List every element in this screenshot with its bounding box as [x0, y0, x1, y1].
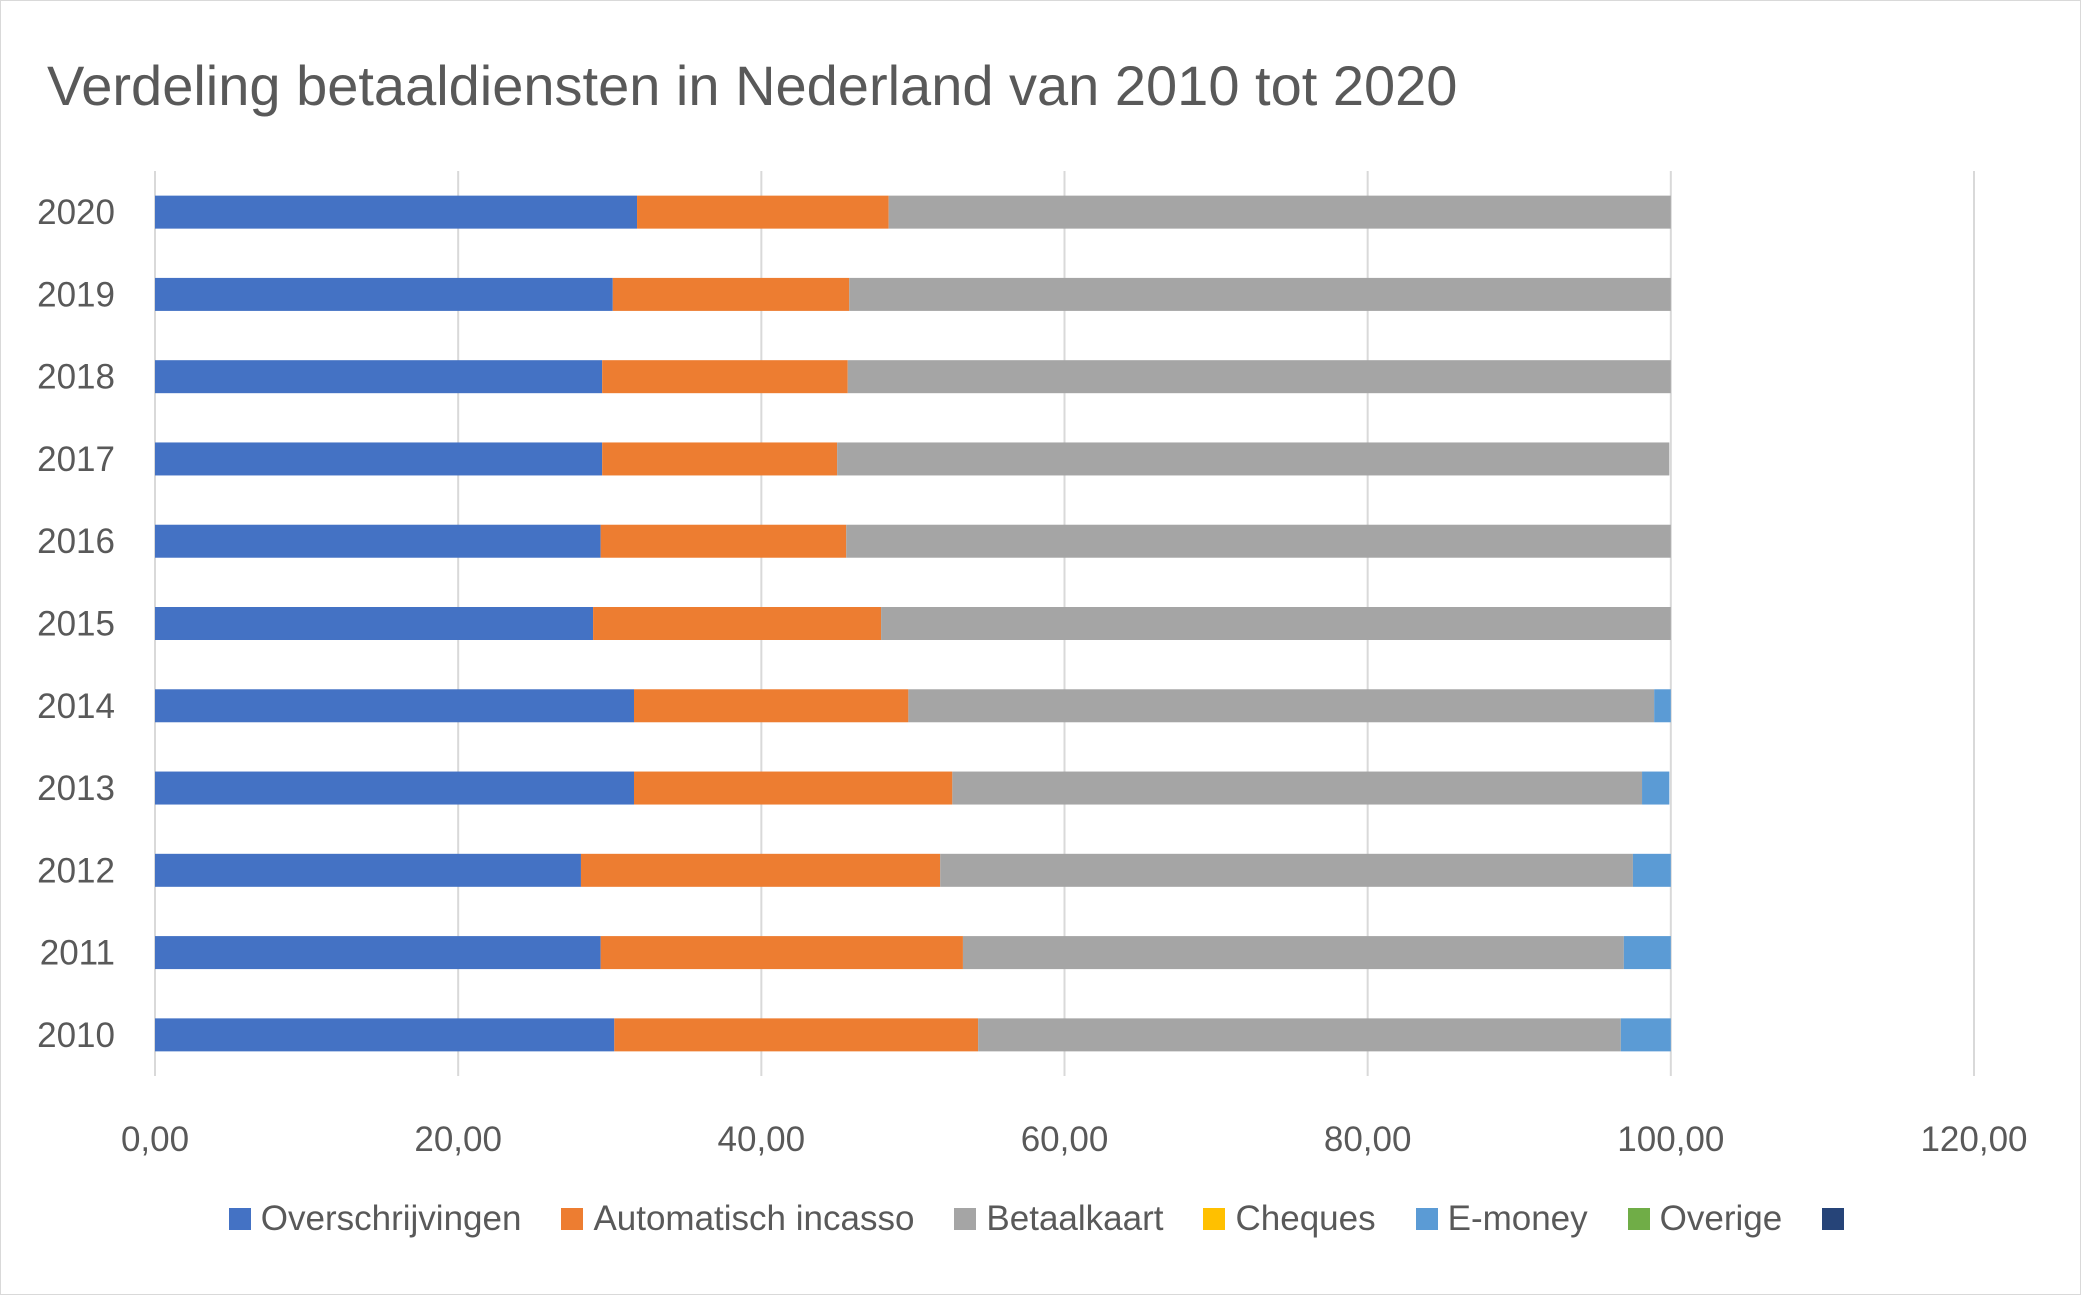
bar-segment — [962, 936, 1624, 970]
bar-segment — [952, 771, 1643, 805]
bar-segment — [1620, 1018, 1671, 1052]
bar-segment — [888, 195, 1671, 229]
legend-label: E-money — [1447, 1199, 1588, 1238]
legend-label: Betaalkaart — [986, 1199, 1164, 1238]
bar-segment — [602, 360, 848, 394]
x-tick-label: 20,00 — [414, 1120, 502, 1159]
bar-segment — [155, 195, 638, 229]
bar-segment — [940, 853, 1633, 887]
bar-segment — [1623, 936, 1671, 970]
bar-segment — [593, 607, 882, 640]
bar-segment — [1642, 771, 1670, 805]
legend-item: Automatisch incasso — [561, 1199, 914, 1239]
bar-segment — [637, 195, 889, 229]
x-tick-label: 100,00 — [1617, 1120, 1724, 1159]
bar-segment — [847, 360, 1671, 394]
bar-segment — [849, 277, 1671, 311]
bar-segment — [612, 277, 850, 311]
legend: Overschrijvingen Automatisch incasso Betaa… — [1, 1199, 2081, 1239]
legend-swatch — [1627, 1208, 1650, 1230]
legend-label: Overschrijvingen — [260, 1199, 522, 1238]
legend-label: Cheques — [1235, 1199, 1376, 1238]
bar-segment — [1632, 853, 1671, 887]
bar-segment — [634, 771, 953, 805]
y-tick-label: 2017 — [37, 440, 115, 479]
bar-segment — [846, 524, 1671, 558]
bar-segment — [155, 607, 594, 640]
legend-swatch — [228, 1208, 251, 1230]
legend-label: Automatisch incasso — [593, 1199, 915, 1238]
chart-title: Verdeling betaaldiensten in Nederland va… — [47, 54, 1458, 117]
bar-segment — [155, 936, 601, 970]
bar-segment — [155, 524, 601, 558]
legend-item — [1822, 1208, 1854, 1230]
bar-segment — [1654, 689, 1671, 723]
bar-segment — [155, 689, 635, 723]
plot-area: 0,00 20,00 40,00 60,00 80,00 100,00 120,00 2010… — [37, 171, 2028, 1159]
legend-item: Betaalkaart — [954, 1199, 1163, 1239]
bar-segment — [837, 442, 1670, 476]
x-tick-label: 80,00 — [1324, 1120, 1412, 1159]
legend-item: Overschrijvingen — [228, 1199, 522, 1239]
bar-segment — [978, 1018, 1621, 1052]
bar-segment — [580, 853, 941, 887]
x-tick-label: 60,00 — [1021, 1120, 1109, 1159]
legend-item: Cheques — [1203, 1199, 1376, 1239]
bar-segment — [602, 442, 838, 476]
bar-segment — [155, 853, 581, 887]
x-tick-label: 0,00 — [121, 1120, 189, 1159]
y-tick-label: 2016 — [37, 522, 115, 561]
bar-segment — [155, 277, 613, 311]
legend-swatch — [1822, 1208, 1845, 1230]
legend-label: Overige — [1659, 1199, 1783, 1238]
y-tick-label: 2020 — [37, 193, 115, 232]
bar-segment — [155, 442, 603, 476]
legend-swatch — [561, 1208, 584, 1230]
bar-segment — [600, 936, 963, 970]
x-tick-label: 40,00 — [718, 1120, 806, 1159]
bar-segment — [600, 524, 847, 558]
x-tick-label: 120,00 — [1920, 1120, 2027, 1159]
legend-swatch — [1203, 1208, 1226, 1230]
y-tick-label: 2012 — [37, 851, 115, 890]
bar-segment — [155, 360, 603, 394]
y-tick-label: 2015 — [37, 605, 115, 644]
legend-item: E-money — [1415, 1199, 1588, 1239]
y-tick-label: 2014 — [37, 687, 115, 726]
y-tick-label: 2011 — [40, 934, 115, 973]
bar-segment — [155, 771, 635, 805]
y-tick-label: 2010 — [37, 1016, 115, 1055]
y-tick-label: 2019 — [37, 275, 115, 314]
bar-segment — [614, 1018, 979, 1052]
legend-item: Overige — [1627, 1199, 1783, 1239]
bar-segment — [155, 1018, 615, 1052]
legend-swatch — [1415, 1208, 1438, 1230]
y-tick-label: 2018 — [37, 358, 115, 397]
bar-segment — [881, 607, 1671, 640]
legend-swatch — [954, 1208, 977, 1230]
bar-segment — [908, 689, 1655, 723]
bar-segment — [634, 689, 909, 723]
y-tick-label: 2013 — [37, 769, 115, 808]
